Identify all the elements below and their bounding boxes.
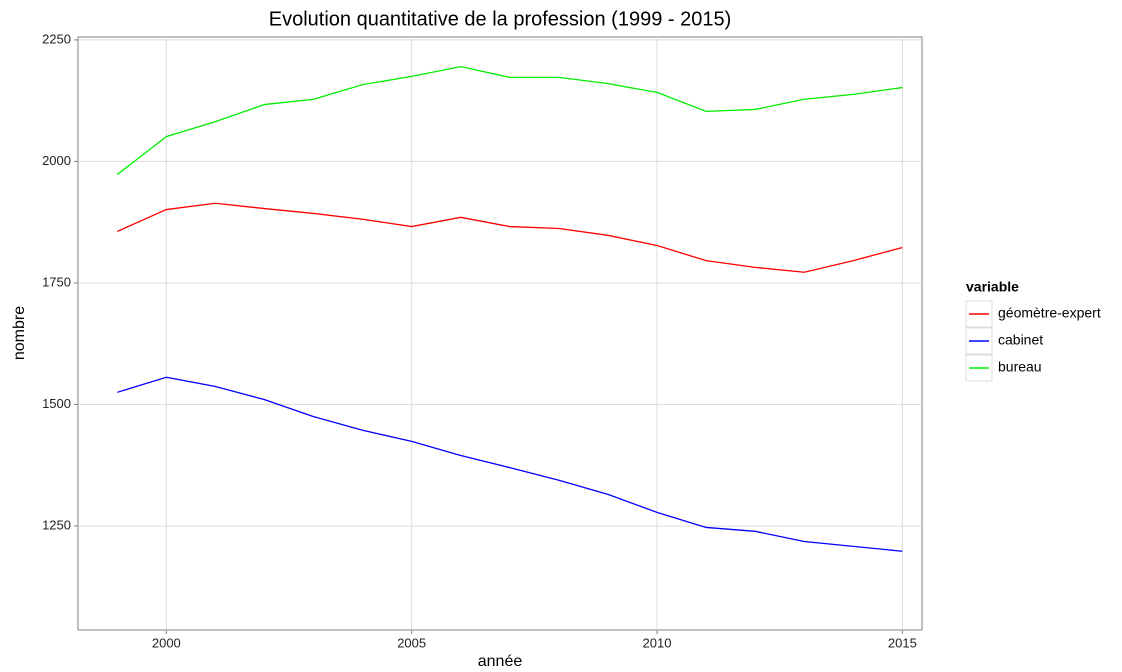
x-axis-label: année (478, 653, 523, 670)
x-tick-label: 2010 (643, 635, 672, 650)
plot-panel (77, 36, 923, 631)
line-series (116, 65, 903, 176)
chart-title: Evolution quantitative de la profession … (269, 8, 732, 30)
legend-label: géomètre-expert (998, 305, 1101, 321)
x-tick-label: 2005 (397, 635, 426, 650)
y-tick-label: 1750 (42, 274, 71, 289)
legend-label: cabinet (998, 332, 1043, 348)
x-tick-label: 2000 (152, 635, 181, 650)
line-series (117, 376, 903, 552)
y-tick-label: 2250 (42, 31, 71, 46)
y-tick-label: 2000 (42, 153, 71, 168)
legend-label: bureau (998, 359, 1042, 375)
x-tick-label: 2015 (888, 635, 917, 650)
line-series (116, 202, 903, 273)
legend-title: variable (966, 279, 1019, 295)
y-axis-label: nombre (11, 306, 28, 360)
y-tick-label: 1500 (42, 396, 71, 411)
y-tick-label: 1250 (42, 517, 71, 532)
